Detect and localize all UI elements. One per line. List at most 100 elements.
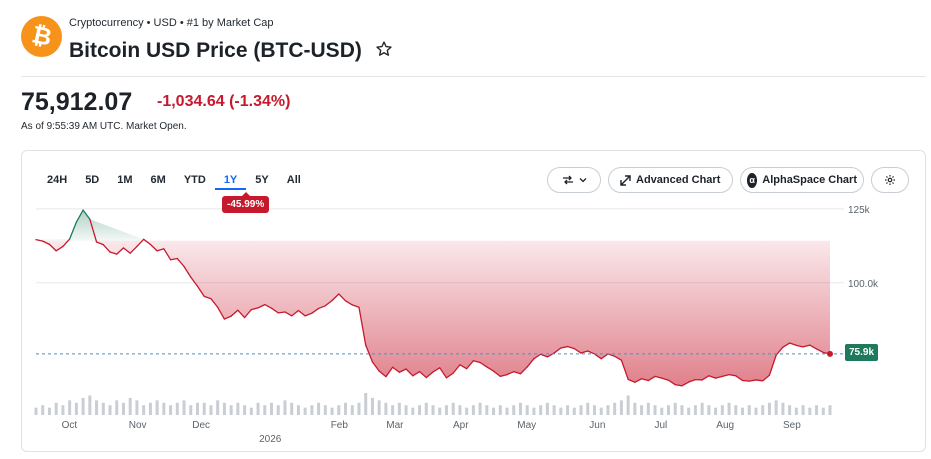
volume-bar bbox=[579, 405, 583, 415]
volume-bar bbox=[175, 402, 179, 415]
swap-arrows-icon bbox=[562, 175, 573, 185]
volume-bar bbox=[599, 407, 603, 415]
volume-bar bbox=[370, 397, 374, 415]
price-line-segment bbox=[627, 378, 636, 383]
price-line-segment bbox=[136, 238, 145, 248]
price-line-segment bbox=[721, 373, 730, 378]
as-of-timestamp: As of 9:55:39 AM UTC. Market Open. bbox=[21, 121, 187, 132]
volume-bar bbox=[646, 402, 650, 415]
volume-bar bbox=[256, 402, 260, 415]
x-tick-label: Aug bbox=[716, 420, 734, 431]
y-tick-label: 125k bbox=[848, 205, 871, 216]
y-tick-label: 100.0k bbox=[848, 279, 879, 290]
price-line-segment bbox=[257, 303, 266, 309]
range-tab-1m[interactable]: 1M bbox=[117, 174, 133, 186]
price-line-segment bbox=[82, 209, 91, 220]
last-price-dot bbox=[827, 350, 833, 357]
range-tab-all[interactable]: All bbox=[286, 174, 301, 186]
range-tab-1y[interactable]: 1Y bbox=[214, 172, 247, 190]
volume-bar bbox=[310, 405, 314, 415]
volume-bar bbox=[774, 400, 778, 415]
range-tab-5d[interactable]: 5D bbox=[85, 174, 100, 186]
volume-bar bbox=[128, 397, 132, 415]
volume-bar bbox=[741, 407, 745, 415]
volume-bar bbox=[357, 402, 361, 415]
price-line-segment bbox=[654, 375, 663, 379]
x-tick-label: Jun bbox=[589, 420, 605, 431]
price-line-segment bbox=[634, 378, 643, 383]
price-chart-card: 125k 100.0k Oct Nov Dec Feb Mar Apr May Jun Jul Aug… bbox=[21, 150, 926, 452]
current-price: 75,912.07 bbox=[21, 88, 133, 116]
chart-settings-button[interactable] bbox=[871, 167, 909, 193]
price-line-segment bbox=[176, 257, 185, 268]
volume-bar bbox=[532, 407, 536, 415]
range-tab-ytd[interactable]: YTD bbox=[183, 174, 206, 186]
volume-bar bbox=[377, 400, 381, 415]
volume-bar bbox=[606, 405, 610, 415]
alphaspace-chart-button[interactable]: α AlphaSpace Chart bbox=[740, 167, 864, 193]
price-change: -1,034.64 (-1.34%) bbox=[157, 93, 290, 111]
price-line-segment bbox=[459, 364, 468, 370]
price-line-segment bbox=[465, 360, 475, 370]
volume-bar bbox=[344, 402, 348, 415]
price-line-segment bbox=[183, 265, 192, 278]
price-line-segment bbox=[42, 240, 51, 246]
compare-button[interactable] bbox=[547, 167, 601, 193]
volume-bar bbox=[613, 402, 617, 415]
price-line-segment bbox=[55, 245, 64, 252]
last-price-tag: 75.9k bbox=[845, 343, 879, 361]
volume-bar bbox=[303, 407, 307, 415]
price-line-segment bbox=[788, 342, 798, 347]
price-line-segment bbox=[479, 361, 488, 368]
price-line-segment bbox=[620, 359, 629, 380]
volume-bar bbox=[115, 400, 119, 415]
volume-bar bbox=[283, 400, 287, 415]
star-outline-icon[interactable] bbox=[375, 40, 393, 58]
price-line-segment bbox=[398, 368, 407, 373]
price-line-segment bbox=[223, 315, 232, 320]
price-line-segment bbox=[661, 377, 670, 381]
price-line-segment bbox=[748, 379, 757, 382]
bitcoin-logo: ₿ bbox=[21, 16, 62, 57]
volume-bar bbox=[155, 400, 159, 415]
price-line-segment bbox=[708, 375, 717, 379]
price-line-segment bbox=[741, 379, 750, 382]
volume-bar bbox=[249, 407, 253, 415]
price-line-segment bbox=[324, 299, 333, 307]
volume-bar bbox=[788, 405, 792, 415]
price-line-segment bbox=[196, 285, 205, 297]
price-line-segment bbox=[129, 245, 138, 254]
range-tab-5y[interactable]: 5Y bbox=[255, 174, 269, 186]
volume-bar bbox=[720, 405, 724, 415]
price-line-segment bbox=[203, 295, 212, 300]
volume-bar bbox=[121, 402, 125, 415]
range-tab-24h[interactable]: 24H bbox=[47, 174, 68, 186]
price-line-segment bbox=[277, 311, 286, 314]
volume-bar bbox=[559, 407, 563, 415]
price-chart[interactable]: 125k 100.0k Oct Nov Dec Feb Mar Apr May Jun Jul Aug… bbox=[22, 151, 926, 452]
price-line-segment bbox=[486, 366, 495, 372]
volume-bar bbox=[687, 407, 691, 415]
volume-bar bbox=[411, 407, 415, 415]
price-line-segment bbox=[472, 360, 481, 364]
x-tick-label: Feb bbox=[331, 420, 349, 431]
price-line-segment bbox=[614, 355, 623, 361]
volume-bar bbox=[808, 407, 812, 415]
volume-bar bbox=[276, 405, 280, 415]
price-line-segment bbox=[378, 370, 387, 378]
volume-bar bbox=[350, 405, 354, 415]
volume-bar bbox=[61, 405, 65, 415]
price-line-segment bbox=[264, 303, 273, 309]
price-line-segment bbox=[317, 305, 326, 310]
price-line-segment bbox=[89, 218, 98, 243]
advanced-chart-button[interactable]: Advanced Chart bbox=[608, 167, 733, 193]
range-tab-6m[interactable]: 6M bbox=[150, 174, 166, 186]
price-line-segment bbox=[560, 345, 569, 349]
volume-bar bbox=[270, 402, 274, 415]
volume-bar bbox=[330, 407, 334, 415]
volume-bar bbox=[465, 407, 469, 415]
price-line-segment bbox=[149, 243, 158, 252]
volume-bar bbox=[182, 400, 186, 415]
price-line-segment bbox=[425, 371, 434, 379]
price-line-segment bbox=[573, 347, 582, 354]
